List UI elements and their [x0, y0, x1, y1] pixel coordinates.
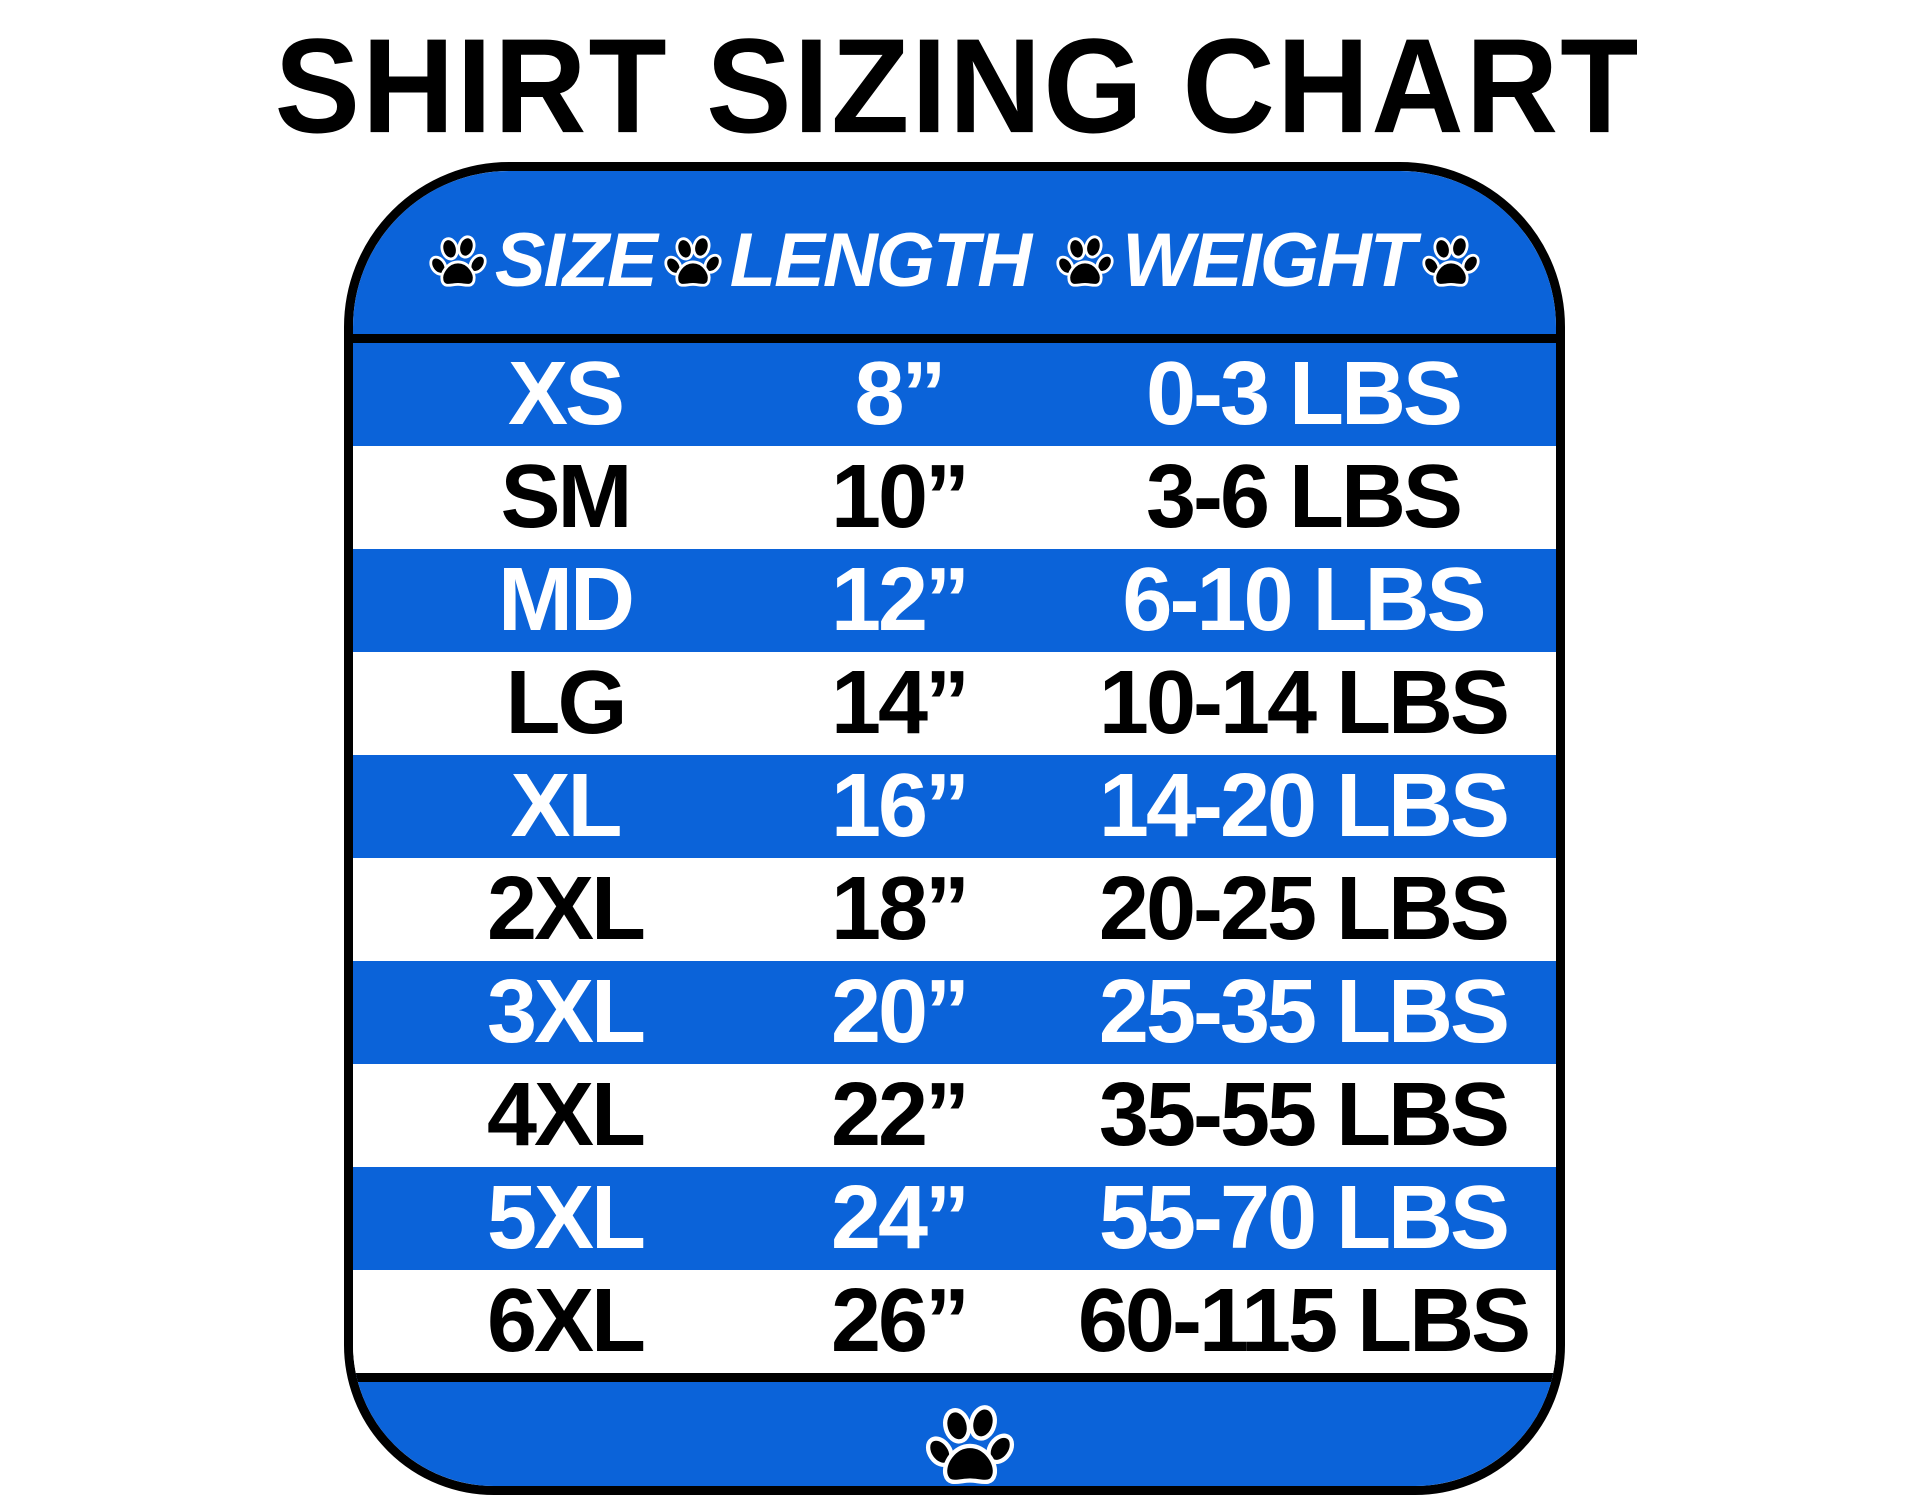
- table-row: 4XL 22” 35-55 LBS: [353, 1064, 1556, 1167]
- length-cell: 22”: [830, 1065, 970, 1165]
- size-cell: XS: [507, 344, 625, 444]
- length-cell: 14”: [830, 653, 970, 753]
- size-cell: MD: [498, 550, 635, 650]
- paw-print-icon: [1422, 233, 1481, 287]
- header-weight: WEIGHT: [1122, 218, 1416, 303]
- length-cell: 26”: [830, 1271, 970, 1371]
- table-footer: [353, 1373, 1556, 1486]
- size-cell: SM: [500, 447, 633, 547]
- length-cell: 20”: [830, 962, 970, 1062]
- weight-cell: 25-35 LBS: [1098, 962, 1510, 1062]
- size-cell: 5XL: [486, 1168, 646, 1268]
- length-cell: 18”: [830, 859, 970, 959]
- size-cell: 3XL: [486, 962, 646, 1062]
- table-row: 5XL 24” 55-70 LBS: [353, 1167, 1556, 1270]
- table-row: LG 14” 10-14 LBS: [353, 652, 1556, 755]
- weight-cell: 10-14 LBS: [1098, 653, 1510, 753]
- table-row: 6XL 26” 60-115 LBS: [353, 1270, 1556, 1373]
- size-cell: XL: [510, 756, 622, 856]
- length-cell: 8”: [854, 344, 946, 444]
- weight-cell: 20-25 LBS: [1098, 859, 1510, 959]
- table-row: 3XL 20” 25-35 LBS: [353, 961, 1556, 1064]
- length-cell: 24”: [830, 1168, 970, 1268]
- header-length: LENGTH: [729, 218, 1032, 303]
- weight-cell: 55-70 LBS: [1098, 1168, 1510, 1268]
- table-body: XS 8” 0-3 LBS SM 10” 3-6 LBS MD 12” 6-10 LBS LG 14…: [353, 343, 1556, 1373]
- weight-cell: 0-3 LBS: [1145, 344, 1463, 444]
- length-cell: 16”: [830, 756, 970, 856]
- size-cell: LG: [505, 653, 628, 753]
- weight-cell: 14-20 LBS: [1098, 756, 1510, 856]
- chart-title: SHIRT SIZING CHART: [274, 11, 1641, 162]
- size-cell: 6XL: [486, 1271, 646, 1371]
- weight-cell: 6-10 LBS: [1122, 550, 1486, 650]
- paw-print-icon: [663, 233, 722, 287]
- table-row: SM 10” 3-6 LBS: [353, 446, 1556, 549]
- length-cell: 10”: [830, 447, 970, 547]
- paw-print-icon: [1056, 233, 1115, 287]
- size-cell: 4XL: [486, 1065, 646, 1165]
- weight-cell: 3-6 LBS: [1145, 447, 1463, 547]
- table-row: MD 12” 6-10 LBS: [353, 549, 1556, 652]
- table-row: 2XL 18” 20-25 LBS: [353, 858, 1556, 961]
- table-row: XS 8” 0-3 LBS: [353, 343, 1556, 446]
- weight-cell: 35-55 LBS: [1098, 1065, 1510, 1165]
- weight-cell: 60-115 LBS: [1077, 1271, 1531, 1371]
- size-cell: 2XL: [486, 859, 646, 959]
- table-header: SIZE LENGTH WEIGHT: [353, 171, 1556, 343]
- length-cell: 12”: [830, 550, 970, 650]
- paw-print-icon: [428, 233, 487, 287]
- sizing-table: SIZE LENGTH WEIGHT XS 8” 0-3 LBS SM 10” 3-6 L…: [344, 162, 1565, 1495]
- paw-print-icon: [925, 1397, 1015, 1492]
- header-size: SIZE: [494, 218, 658, 303]
- table-row: XL 16” 14-20 LBS: [353, 755, 1556, 858]
